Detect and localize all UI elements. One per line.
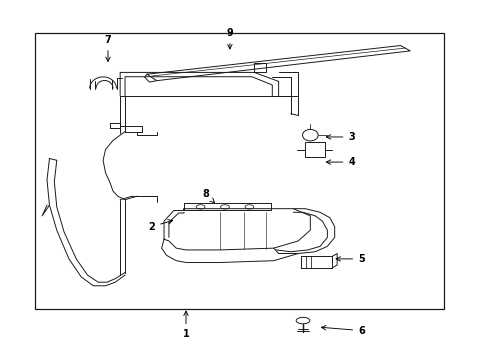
Text: 1: 1 xyxy=(182,311,189,339)
Text: 6: 6 xyxy=(321,325,364,336)
Text: 5: 5 xyxy=(335,254,364,264)
Text: 9: 9 xyxy=(226,28,233,49)
Text: 4: 4 xyxy=(325,157,354,167)
Text: 2: 2 xyxy=(148,220,172,231)
Bar xyxy=(35,33,444,309)
Text: 8: 8 xyxy=(202,189,214,203)
Text: 7: 7 xyxy=(104,35,111,62)
Text: 3: 3 xyxy=(325,132,354,142)
